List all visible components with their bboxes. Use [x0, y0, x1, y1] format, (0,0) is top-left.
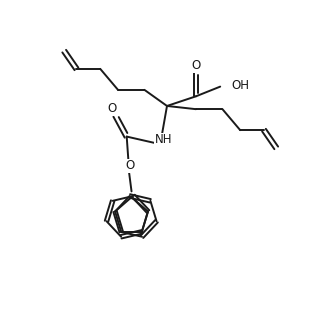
- Text: O: O: [125, 159, 135, 172]
- Text: NH: NH: [155, 133, 173, 146]
- Text: OH: OH: [231, 78, 249, 92]
- Text: O: O: [191, 59, 201, 72]
- Text: O: O: [108, 102, 117, 115]
